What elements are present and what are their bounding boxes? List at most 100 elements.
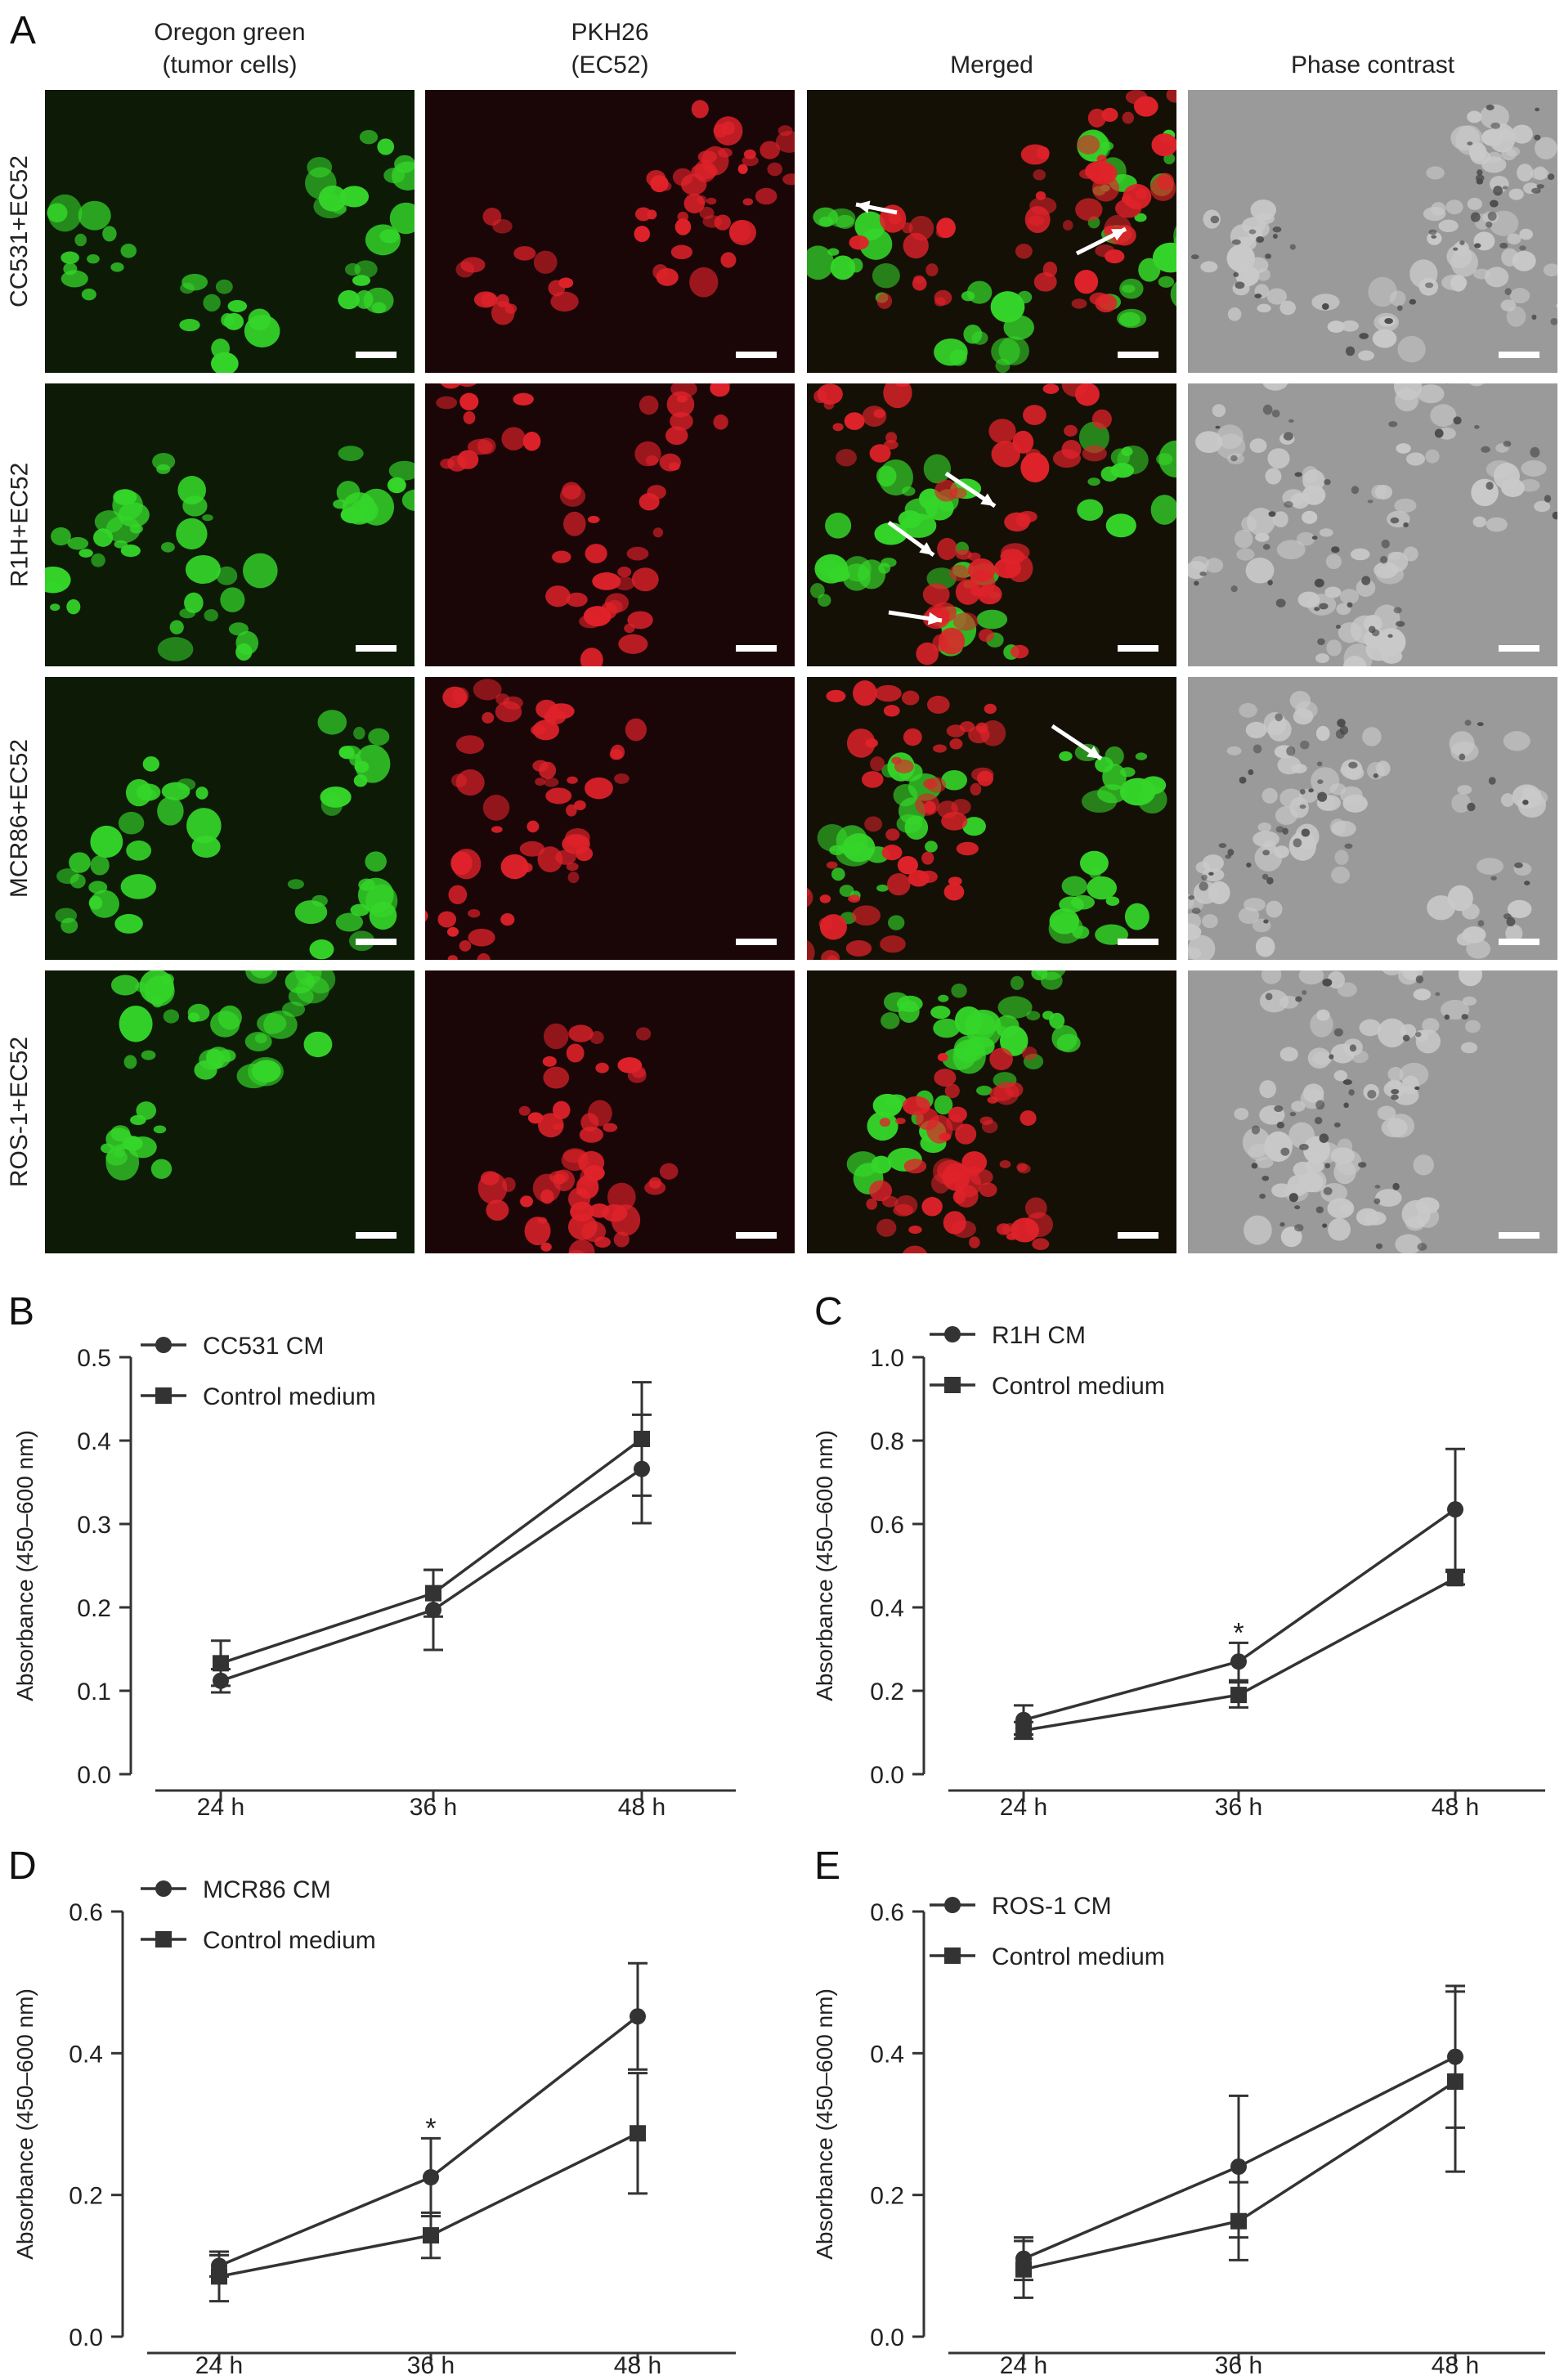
- data-point-circle: [1230, 1653, 1247, 1670]
- y-tick-label: 0.4: [870, 1595, 904, 1622]
- panel-label-b: B: [8, 1290, 34, 1333]
- y-tick-label: 0.4: [77, 1428, 111, 1455]
- micrograph-ros-1-ec52-green: [45, 970, 415, 1253]
- data-point-circle: [1447, 1501, 1463, 1518]
- y-tick-label: 0.2: [870, 1679, 904, 1705]
- row-label-cc531: CC531+EC52: [6, 155, 34, 307]
- arrow-head: [1111, 229, 1126, 241]
- scale-bar: [736, 352, 777, 358]
- y-axis-label: Absorbance (450–600 nm): [812, 1988, 837, 2260]
- micrograph-r1h-ec52-phase: [1188, 383, 1557, 666]
- legend-marker-circle: [155, 1337, 172, 1353]
- scale-bar: [1118, 939, 1158, 945]
- arrow-head: [919, 542, 934, 555]
- legend-label: R1H CM: [992, 1322, 1086, 1349]
- data-point-square: [1015, 1722, 1032, 1739]
- micrograph-mcr86-ec52-phase: [1188, 677, 1557, 960]
- legend-label: CC531 CM: [203, 1333, 324, 1360]
- x-tick-label: 24 h: [197, 1794, 244, 1821]
- y-tick-label: 0.0: [77, 1762, 111, 1789]
- data-point-circle: [423, 2169, 439, 2185]
- micrograph-ros-1-ec52-red: [425, 970, 795, 1253]
- chart-e: E 0.0 0.2 0.4 0.6 24 h 36 h 48 h Absorbance (450…: [809, 1830, 1564, 2380]
- micrograph-mcr86-ec52-merged: [807, 677, 1176, 960]
- chart-d: D 0.0 0.2 0.4 0.6 24 h 36 h 48 h Absorbance (450…: [0, 1830, 777, 2380]
- micrograph-cc531-ec52-phase: [1188, 90, 1557, 373]
- legend-label: Control medium: [203, 1383, 376, 1410]
- chart-c-svg: C 0.0 0.2 0.4 0.6 0.8 1.0 24 h 36 h 48 h Absorbanc…: [812, 1290, 1545, 1821]
- data-point-square: [1447, 2073, 1463, 2090]
- panel-label-e: E: [814, 1844, 840, 1888]
- data-point-square: [630, 2125, 646, 2142]
- y-tick-label: 0.6: [69, 1899, 103, 1926]
- data-point-circle: [630, 2008, 646, 2025]
- micrograph-cc531-ec52-green: [45, 90, 415, 373]
- micrograph-cc531-ec52-merged: [807, 90, 1176, 373]
- y-axis-label: Absorbance (450–600 nm): [812, 1430, 837, 1701]
- legend-marker-circle: [155, 1880, 172, 1897]
- y-tick-label: 0.4: [870, 2041, 904, 2068]
- legend-marker-square: [155, 1387, 172, 1404]
- scale-bar: [356, 1232, 397, 1239]
- y-tick-label: 0.8: [870, 1428, 904, 1455]
- legend-label: MCR86 CM: [203, 1876, 331, 1903]
- data-point-circle: [1230, 2158, 1247, 2175]
- series-line-control: [218, 2131, 639, 2279]
- y-tick-label: 0.2: [870, 2183, 904, 2210]
- y-tick-label: 0.5: [77, 1345, 111, 1372]
- y-tick-label: 1.0: [870, 1345, 904, 1372]
- row-label-ros1: ROS-1+EC52: [6, 1036, 33, 1188]
- data-point-square: [211, 2268, 227, 2285]
- legend-label: Control medium: [203, 1927, 376, 1954]
- x-tick-label: 48 h: [1432, 2352, 1479, 2379]
- scale-bar: [356, 352, 397, 358]
- y-tick-label: 0.4: [69, 2041, 103, 2068]
- arrow-head: [1087, 746, 1101, 759]
- scale-bar: [1499, 352, 1539, 358]
- x-tick-label: 48 h: [1432, 1794, 1479, 1821]
- scale-bar: [356, 939, 397, 945]
- column-header-oregon-green: Oregon green (tumor cells): [154, 19, 306, 78]
- y-tick-label: 0.1: [77, 1679, 111, 1705]
- scale-bar: [356, 645, 397, 652]
- x-tick-label: 36 h: [410, 1794, 457, 1821]
- y-tick-label: 0.3: [77, 1512, 111, 1539]
- data-point-square: [1230, 2212, 1247, 2230]
- x-tick-label: 24 h: [1000, 1794, 1047, 1821]
- y-tick-label: 0.2: [69, 2183, 103, 2210]
- y-tick-label: 0.2: [77, 1595, 111, 1622]
- series-line-control: [220, 1437, 643, 1665]
- scale-bar: [1499, 645, 1539, 652]
- x-tick-label: 36 h: [1215, 2352, 1262, 2379]
- data-point-square: [1230, 1687, 1247, 1704]
- micrograph-r1h-ec52-merged: [807, 383, 1176, 666]
- scale-bar: [1499, 1232, 1539, 1239]
- legend-label: ROS-1 CM: [992, 1893, 1112, 1920]
- panel-label-d: D: [8, 1844, 37, 1888]
- chart-b-svg: B 0.0 0.1 0.2 0.3 0.4 0.5 24 h 36 h 48 h Absorbanc…: [8, 1290, 736, 1821]
- legend-label: Control medium: [992, 1373, 1165, 1400]
- x-tick-label: 36 h: [407, 2352, 455, 2379]
- scale-bar: [1118, 1232, 1158, 1239]
- legend-marker-square: [944, 1377, 961, 1393]
- chart-d-svg: D 0.0 0.2 0.4 0.6 24 h 36 h 48 h Absorbance (450…: [8, 1844, 736, 2379]
- panel-label-c: C: [814, 1290, 843, 1333]
- chart-b: B 0.0 0.1 0.2 0.3 0.4 0.5 24 h 36 h 48 h Absorbanc…: [0, 1275, 777, 1827]
- legend-marker-square: [944, 1947, 961, 1964]
- scale-bar: [1499, 939, 1539, 945]
- x-tick-label: 48 h: [614, 2352, 661, 2379]
- x-tick-label: 36 h: [1215, 1794, 1262, 1821]
- scale-bar: [1118, 645, 1158, 652]
- y-axis-label: Absorbance (450–600 nm): [12, 1430, 38, 1701]
- column-header-phase-contrast: Phase contrast: [1290, 52, 1455, 78]
- legend-marker-circle: [944, 1897, 961, 1913]
- legend-marker-circle: [944, 1326, 961, 1342]
- significance-marker: *: [425, 2113, 436, 2144]
- chart-e-svg: E 0.0 0.2 0.4 0.6 24 h 36 h 48 h Absorbance (450…: [812, 1844, 1545, 2379]
- scale-bar: [736, 645, 777, 652]
- micrograph-mcr86-ec52-green: [45, 677, 415, 960]
- micrograph-r1h-ec52-green: [45, 383, 415, 666]
- y-axis-label: Absorbance (450–600 nm): [12, 1988, 38, 2260]
- micrograph-cc531-ec52-red: [425, 90, 795, 373]
- arrow-head: [927, 612, 942, 625]
